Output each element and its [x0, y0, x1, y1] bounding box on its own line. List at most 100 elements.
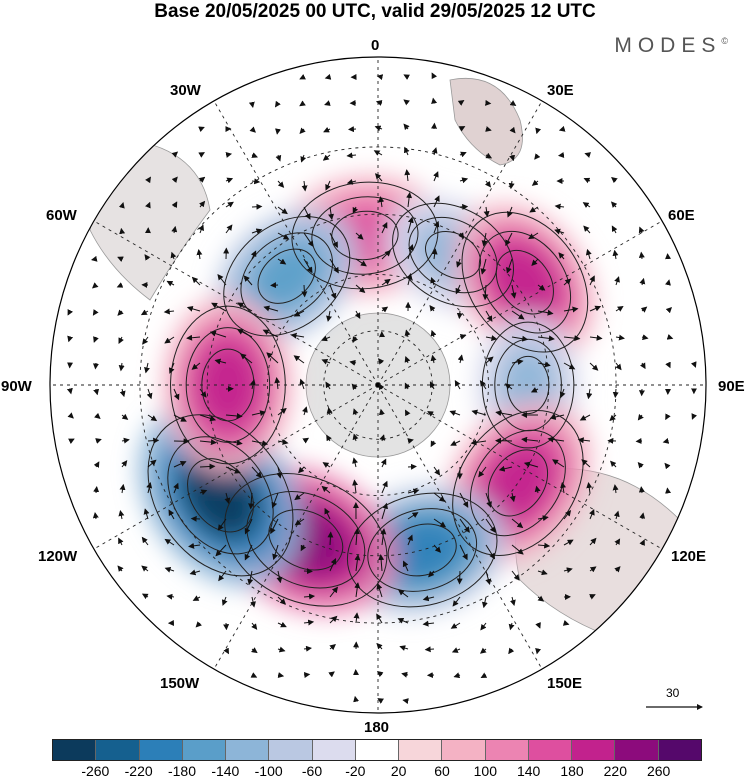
latitude-circle: [267, 274, 489, 496]
streamline-contour: [452, 409, 584, 556]
wind-arrow: [327, 531, 334, 546]
wind-arrow: [168, 362, 175, 374]
wind-arrow: [143, 508, 150, 520]
wind-arrow: [354, 554, 361, 572]
wind-arrow: [251, 228, 263, 235]
wind-arrow: [380, 528, 387, 546]
wind-arrow: [144, 254, 151, 261]
lon-label-120w: 120W: [38, 548, 78, 565]
wind-arrow: [302, 406, 308, 416]
wind-arrow: [300, 544, 307, 552]
wind-arrow: [277, 258, 287, 265]
wind-arrow: [407, 216, 414, 234]
wind-arrow: [433, 544, 442, 553]
wind-arrow: [485, 310, 493, 322]
wind-arrow: [251, 203, 263, 210]
wind-arrow: [431, 72, 438, 80]
wind-arrow: [511, 544, 524, 555]
wind-arrow: [121, 460, 128, 468]
wind-arrow: [563, 362, 576, 370]
wind-arrow: [244, 544, 253, 561]
wind-arrow: [433, 466, 441, 476]
wind-arrow: [381, 480, 388, 494]
wind-arrow: [170, 251, 177, 260]
wind-arrow: [537, 595, 545, 602]
wind-arrow: [521, 436, 539, 443]
wind-arrow: [508, 180, 515, 190]
wind-arrow: [609, 414, 617, 421]
lon-label-90w: 90W: [1, 378, 32, 395]
wind-arrow: [430, 440, 437, 448]
wind-arrow: [640, 306, 648, 313]
colorbar-swatch: [485, 740, 529, 760]
colorbar-tick-label: 140: [516, 763, 541, 779]
wind-arrow: [589, 305, 602, 312]
map-border: [49, 56, 707, 714]
wind-arrow: [277, 596, 287, 605]
wind-arrow: [251, 178, 261, 185]
wind-arrow: [537, 335, 555, 342]
wind-arrow: [92, 512, 99, 520]
wind-arrow: [534, 153, 541, 160]
wind-arrow: [322, 462, 331, 468]
wind-arrow: [480, 258, 487, 275]
wind-arrow: [614, 566, 621, 573]
wind-arrow: [276, 466, 283, 479]
wind-arrow: [422, 595, 435, 602]
wind-arrow: [173, 482, 179, 494]
meridian-line: [93, 384, 379, 550]
wind-arrow: [95, 438, 102, 444]
wind-arrow: [355, 284, 366, 293]
wind-arrow: [145, 201, 151, 209]
wind-arrow: [638, 486, 645, 494]
wind-arrow: [218, 570, 227, 582]
wind-arrow: [301, 284, 308, 298]
lon-label-90e: 90E: [718, 378, 745, 395]
wind-arrow: [118, 362, 125, 372]
wind-arrow: [277, 180, 285, 188]
wind-arrow: [454, 380, 461, 390]
wind-arrow: [173, 388, 180, 401]
wind-arrow: [505, 232, 513, 247]
wind-arrow: [119, 227, 126, 235]
wind-arrow: [579, 414, 591, 421]
wind-arrow: [404, 146, 410, 156]
wind-arrow: [583, 225, 591, 234]
wind-arrow: [485, 356, 494, 364]
wind-arrow: [378, 408, 385, 416]
wind-arrow: [637, 413, 644, 421]
wind-arrow: [433, 195, 440, 208]
wind-arrow: [374, 125, 383, 132]
wind-arrow: [403, 74, 411, 80]
wind-arrow: [511, 310, 525, 320]
wind-arrow: [199, 463, 216, 470]
wind-arrow: [147, 414, 158, 422]
modes-logo: MODES©: [614, 34, 728, 58]
anomaly-blob: [481, 442, 555, 524]
wind-arrow: [376, 583, 383, 598]
wind-arrow: [225, 152, 233, 158]
wind-arrow: [528, 232, 539, 240]
wind-arrow: [485, 152, 493, 159]
wind-arrow: [509, 100, 517, 106]
colorbar-tick-label: 20: [390, 763, 407, 779]
wind-arrow: [199, 200, 206, 208]
wind-arrow: [215, 544, 227, 557]
wind-arrow: [481, 232, 488, 247]
wind-arrow: [529, 206, 539, 213]
wind-arrow: [459, 518, 470, 533]
wind-arrow: [378, 196, 385, 208]
wind-arrow: [563, 567, 573, 574]
wind-arrow: [271, 492, 279, 509]
wind-arrow: [352, 408, 359, 416]
wind-arrow: [449, 410, 461, 416]
wind-arrow: [199, 414, 217, 422]
wind-arrow: [479, 647, 487, 654]
wind-arrow: [584, 152, 591, 158]
wind-arrow: [171, 151, 179, 158]
wind-arrow: [430, 276, 436, 286]
wind-arrow: [147, 459, 157, 468]
wind-arrow: [93, 485, 100, 494]
wind-arrow: [563, 509, 572, 520]
wind-arrow: [171, 201, 178, 208]
